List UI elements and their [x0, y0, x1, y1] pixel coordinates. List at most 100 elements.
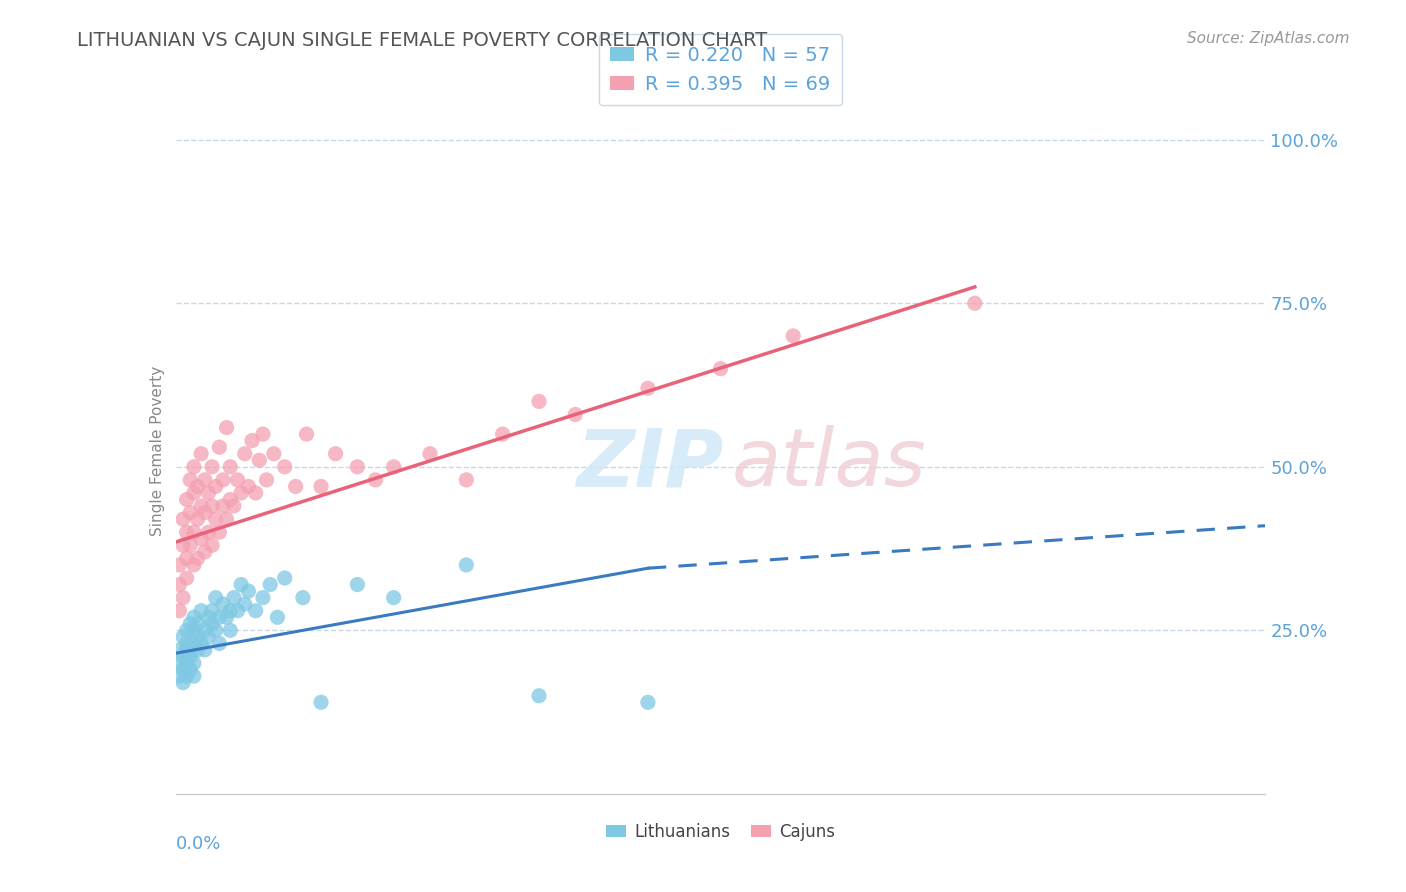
Point: [263, 447, 285, 461]
Point: [259, 577, 281, 591]
Point: [256, 473, 278, 487]
Point: [222, 591, 245, 605]
Point: [274, 459, 297, 474]
Point: [186, 479, 209, 493]
Point: [176, 624, 198, 638]
Point: [419, 447, 441, 461]
Point: [226, 604, 249, 618]
Point: [194, 545, 217, 559]
Point: [183, 656, 205, 670]
Point: [194, 624, 217, 638]
Point: [456, 473, 478, 487]
Point: [219, 604, 242, 618]
Point: [309, 479, 332, 493]
Point: [201, 499, 224, 513]
Point: [190, 499, 212, 513]
Text: Source: ZipAtlas.com: Source: ZipAtlas.com: [1187, 31, 1350, 46]
Point: [238, 584, 260, 599]
Point: [179, 649, 201, 664]
Point: [208, 610, 231, 624]
Point: [637, 381, 659, 395]
Point: [172, 649, 194, 664]
Point: [247, 453, 270, 467]
Point: [245, 604, 267, 618]
Point: [190, 604, 212, 618]
Point: [179, 506, 201, 520]
Point: [194, 506, 217, 520]
Text: 0.0%: 0.0%: [176, 835, 221, 853]
Point: [208, 525, 231, 540]
Point: [183, 486, 205, 500]
Point: [176, 669, 198, 683]
Point: [179, 663, 201, 677]
Point: [219, 492, 242, 507]
Point: [179, 473, 201, 487]
Point: [176, 643, 198, 657]
Point: [204, 512, 226, 526]
Point: [172, 630, 194, 644]
Point: [186, 551, 209, 566]
Point: [252, 591, 274, 605]
Point: [172, 591, 194, 605]
Point: [527, 394, 550, 409]
Point: [710, 361, 733, 376]
Point: [212, 499, 235, 513]
Point: [325, 447, 347, 461]
Point: [201, 616, 224, 631]
Point: [215, 610, 238, 624]
Point: [252, 427, 274, 442]
Point: [215, 420, 238, 434]
Point: [179, 538, 201, 552]
Point: [245, 486, 267, 500]
Point: [197, 630, 219, 644]
Point: [194, 473, 217, 487]
Point: [169, 643, 191, 657]
Point: [176, 656, 198, 670]
Point: [231, 577, 253, 591]
Point: [194, 643, 217, 657]
Point: [172, 512, 194, 526]
Point: [183, 558, 205, 572]
Point: [172, 538, 194, 552]
Point: [382, 459, 405, 474]
Point: [266, 610, 288, 624]
Point: [172, 675, 194, 690]
Point: [186, 630, 209, 644]
Point: [212, 473, 235, 487]
Point: [169, 577, 191, 591]
Point: [346, 577, 368, 591]
Point: [274, 571, 297, 585]
Point: [492, 427, 515, 442]
Point: [295, 427, 318, 442]
Point: [169, 558, 191, 572]
Point: [240, 434, 263, 448]
Point: [197, 486, 219, 500]
Point: [231, 486, 253, 500]
Point: [190, 636, 212, 650]
Point: [201, 604, 224, 618]
Point: [215, 512, 238, 526]
Point: [183, 525, 205, 540]
Point: [204, 591, 226, 605]
Point: [222, 499, 245, 513]
Point: [212, 597, 235, 611]
Point: [204, 479, 226, 493]
Point: [176, 571, 198, 585]
Point: [179, 643, 201, 657]
Point: [226, 473, 249, 487]
Point: [197, 525, 219, 540]
Point: [219, 624, 242, 638]
Y-axis label: Single Female Poverty: Single Female Poverty: [149, 366, 165, 535]
Point: [963, 296, 986, 310]
Point: [201, 538, 224, 552]
Legend: Lithuanians, Cajuns: Lithuanians, Cajuns: [599, 816, 842, 847]
Point: [183, 459, 205, 474]
Point: [346, 459, 368, 474]
Text: atlas: atlas: [733, 425, 927, 503]
Point: [204, 624, 226, 638]
Point: [208, 440, 231, 454]
Point: [364, 473, 387, 487]
Point: [782, 329, 804, 343]
Point: [284, 479, 307, 493]
Point: [456, 558, 478, 572]
